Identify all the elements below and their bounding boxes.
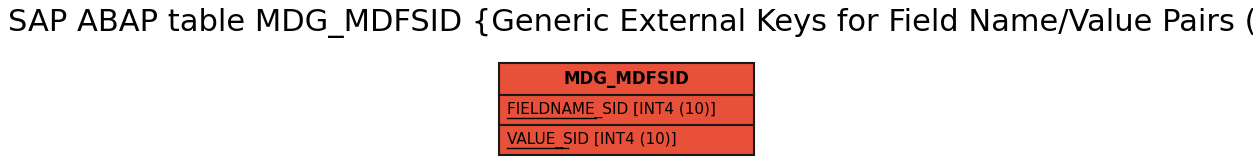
Bar	[499, 125, 754, 155]
Bar	[499, 95, 754, 125]
Bar	[499, 63, 754, 95]
Text: MDG_MDFSID: MDG_MDFSID	[564, 70, 689, 88]
Text: SAP ABAP table MDG_MDFSID {Generic External Keys for Field Name/Value Pairs (SID: SAP ABAP table MDG_MDFSID {Generic Exter…	[8, 8, 1253, 38]
Text: VALUE_SID [INT4 (10)]: VALUE_SID [INT4 (10)]	[507, 132, 677, 148]
Text: FIELDNAME_SID [INT4 (10)]: FIELDNAME_SID [INT4 (10)]	[507, 102, 715, 118]
